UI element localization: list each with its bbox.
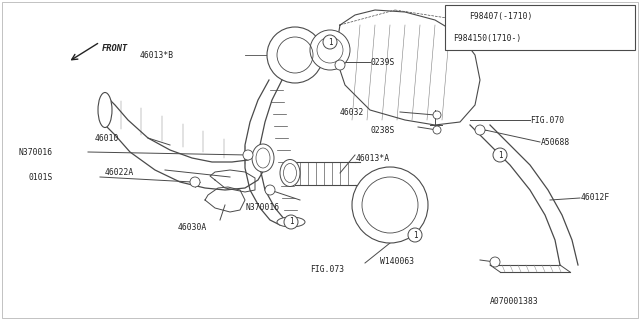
Circle shape [475, 125, 485, 135]
Text: A070001383: A070001383 [490, 298, 539, 307]
Ellipse shape [98, 92, 112, 127]
Text: 46013*B: 46013*B [140, 51, 174, 60]
Text: 1: 1 [328, 37, 332, 46]
Text: 46012F: 46012F [581, 194, 611, 203]
Text: F984150(1710-): F984150(1710-) [453, 34, 521, 43]
Text: FRONT: FRONT [102, 44, 128, 52]
Text: 1: 1 [498, 150, 502, 159]
Bar [445, 5, 635, 50]
Ellipse shape [277, 217, 305, 227]
Text: 1: 1 [289, 218, 293, 227]
Text: N370016: N370016 [18, 148, 52, 156]
Circle shape [190, 177, 200, 187]
Circle shape [284, 215, 298, 229]
Circle shape [310, 30, 350, 70]
Circle shape [408, 228, 422, 242]
Ellipse shape [280, 159, 300, 187]
Text: 46022A: 46022A [105, 167, 134, 177]
Text: FIG.070: FIG.070 [530, 116, 564, 124]
Text: 1: 1 [454, 12, 460, 21]
Circle shape [493, 148, 507, 162]
Text: 46013*A: 46013*A [356, 154, 390, 163]
Text: 0101S: 0101S [28, 172, 52, 181]
Text: FIG.073: FIG.073 [310, 266, 344, 275]
Circle shape [335, 60, 345, 70]
Text: 0238S: 0238S [370, 125, 394, 134]
Circle shape [265, 185, 275, 195]
Circle shape [267, 27, 323, 83]
Circle shape [490, 257, 500, 267]
Ellipse shape [252, 144, 274, 172]
Text: 46010: 46010 [95, 133, 120, 142]
Circle shape [433, 126, 441, 134]
Circle shape [323, 35, 337, 49]
Circle shape [243, 150, 253, 160]
Text: 0239S: 0239S [370, 58, 394, 67]
Text: A50688: A50688 [541, 138, 570, 147]
Text: 46030A: 46030A [178, 222, 207, 231]
Text: 46032: 46032 [340, 108, 364, 116]
Text: N370016: N370016 [245, 204, 279, 212]
Circle shape [352, 167, 428, 243]
Circle shape [450, 9, 464, 23]
Text: 1: 1 [413, 230, 417, 239]
Text: W140063: W140063 [380, 258, 414, 267]
Circle shape [433, 111, 441, 119]
Text: F98407(-1710): F98407(-1710) [469, 12, 532, 21]
